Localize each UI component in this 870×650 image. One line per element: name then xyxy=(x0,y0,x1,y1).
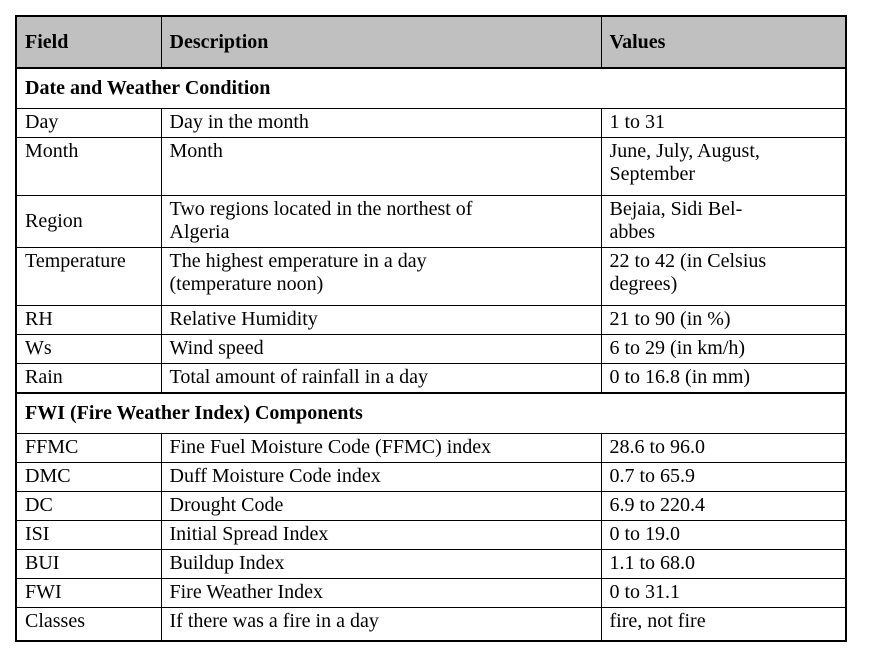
values-cell: 6 to 29 (in km/h) xyxy=(600,334,847,364)
section-title: FWI (Fire Weather Index) Components xyxy=(15,392,847,434)
description-cell: Relative Humidity xyxy=(160,305,602,335)
field-cell: Rain xyxy=(15,363,162,394)
table-header-row: Field Description Values xyxy=(15,15,847,69)
field-cell: Month xyxy=(15,137,162,196)
description-cell: Wind speed xyxy=(160,334,602,364)
values-cell: 0.7 to 65.9 xyxy=(600,462,847,492)
description-cell: The highest emperature in a day (tempera… xyxy=(160,247,602,306)
description-cell: Two regions located in the northest of A… xyxy=(160,195,602,248)
values-cell: fire, not fire xyxy=(600,607,847,642)
table-row-month: Month Month June, July, August, Septembe… xyxy=(15,137,847,196)
table-row-rain: Rain Total amount of rainfall in a day 0… xyxy=(15,363,847,394)
table-row-dmc: DMC Duff Moisture Code index 0.7 to 65.9 xyxy=(15,462,847,492)
description-cell: Fine Fuel Moisture Code (FFMC) index xyxy=(160,433,602,463)
values-cell: 6.9 to 220.4 xyxy=(600,491,847,521)
values-cell: 0 to 19.0 xyxy=(600,520,847,550)
description-cell: Initial Spread Index xyxy=(160,520,602,550)
values-cell: June, July, August, September xyxy=(600,137,847,196)
section-title: Date and Weather Condition xyxy=(15,67,847,109)
field-cell: Temperature xyxy=(15,247,162,306)
description-cell: Fire Weather Index xyxy=(160,578,602,608)
field-cell: FFMC xyxy=(15,433,162,463)
values-cell: 1.1 to 68.0 xyxy=(600,549,847,579)
table-row-dc: DC Drought Code 6.9 to 220.4 xyxy=(15,491,847,521)
field-cell: Classes xyxy=(15,607,162,642)
column-header-values: Values xyxy=(600,15,847,69)
field-cell: Ws xyxy=(15,334,162,364)
description-cell: Day in the month xyxy=(160,108,602,138)
values-cell: 0 to 16.8 (in mm) xyxy=(600,363,847,394)
description-cell: Total amount of rainfall in a day xyxy=(160,363,602,394)
table-row-ws: Ws Wind speed 6 to 29 (in km/h) xyxy=(15,334,847,364)
table-row-ffmc: FFMC Fine Fuel Moisture Code (FFMC) inde… xyxy=(15,433,847,463)
table-row-day: Day Day in the month 1 to 31 xyxy=(15,108,847,138)
values-cell: 0 to 31.1 xyxy=(600,578,847,608)
table-row-isi: ISI Initial Spread Index 0 to 19.0 xyxy=(15,520,847,550)
table-row-rh: RH Relative Humidity 21 to 90 (in %) xyxy=(15,305,847,335)
table-row-fwi: FWI Fire Weather Index 0 to 31.1 xyxy=(15,578,847,608)
field-cell: Region xyxy=(15,195,162,248)
values-cell: 1 to 31 xyxy=(600,108,847,138)
description-cell: Duff Moisture Code index xyxy=(160,462,602,492)
section-header-date-weather: Date and Weather Condition xyxy=(15,67,847,109)
dataset-fields-table: Field Description Values Date and Weathe… xyxy=(15,15,847,642)
field-cell: DC xyxy=(15,491,162,521)
values-cell: 21 to 90 (in %) xyxy=(600,305,847,335)
description-cell: Drought Code xyxy=(160,491,602,521)
column-header-field: Field xyxy=(15,15,162,69)
table-row-classes: Classes If there was a fire in a day fir… xyxy=(15,607,847,642)
field-cell: DMC xyxy=(15,462,162,492)
field-cell: BUI xyxy=(15,549,162,579)
field-cell: FWI xyxy=(15,578,162,608)
description-cell: Month xyxy=(160,137,602,196)
field-cell: RH xyxy=(15,305,162,335)
table-row-bui: BUI Buildup Index 1.1 to 68.0 xyxy=(15,549,847,579)
values-cell: Bejaia, Sidi Bel- abbes xyxy=(600,195,847,248)
column-header-description: Description xyxy=(160,15,602,69)
section-header-fwi-components: FWI (Fire Weather Index) Components xyxy=(15,392,847,434)
table-row-region: Region Two regions located in the northe… xyxy=(15,195,847,248)
values-cell: 22 to 42 (in Celsius degrees) xyxy=(600,247,847,306)
description-cell: If there was a fire in a day xyxy=(160,607,602,642)
field-cell: Day xyxy=(15,108,162,138)
values-cell: 28.6 to 96.0 xyxy=(600,433,847,463)
description-cell: Buildup Index xyxy=(160,549,602,579)
table-row-temperature: Temperature The highest emperature in a … xyxy=(15,247,847,306)
field-cell: ISI xyxy=(15,520,162,550)
